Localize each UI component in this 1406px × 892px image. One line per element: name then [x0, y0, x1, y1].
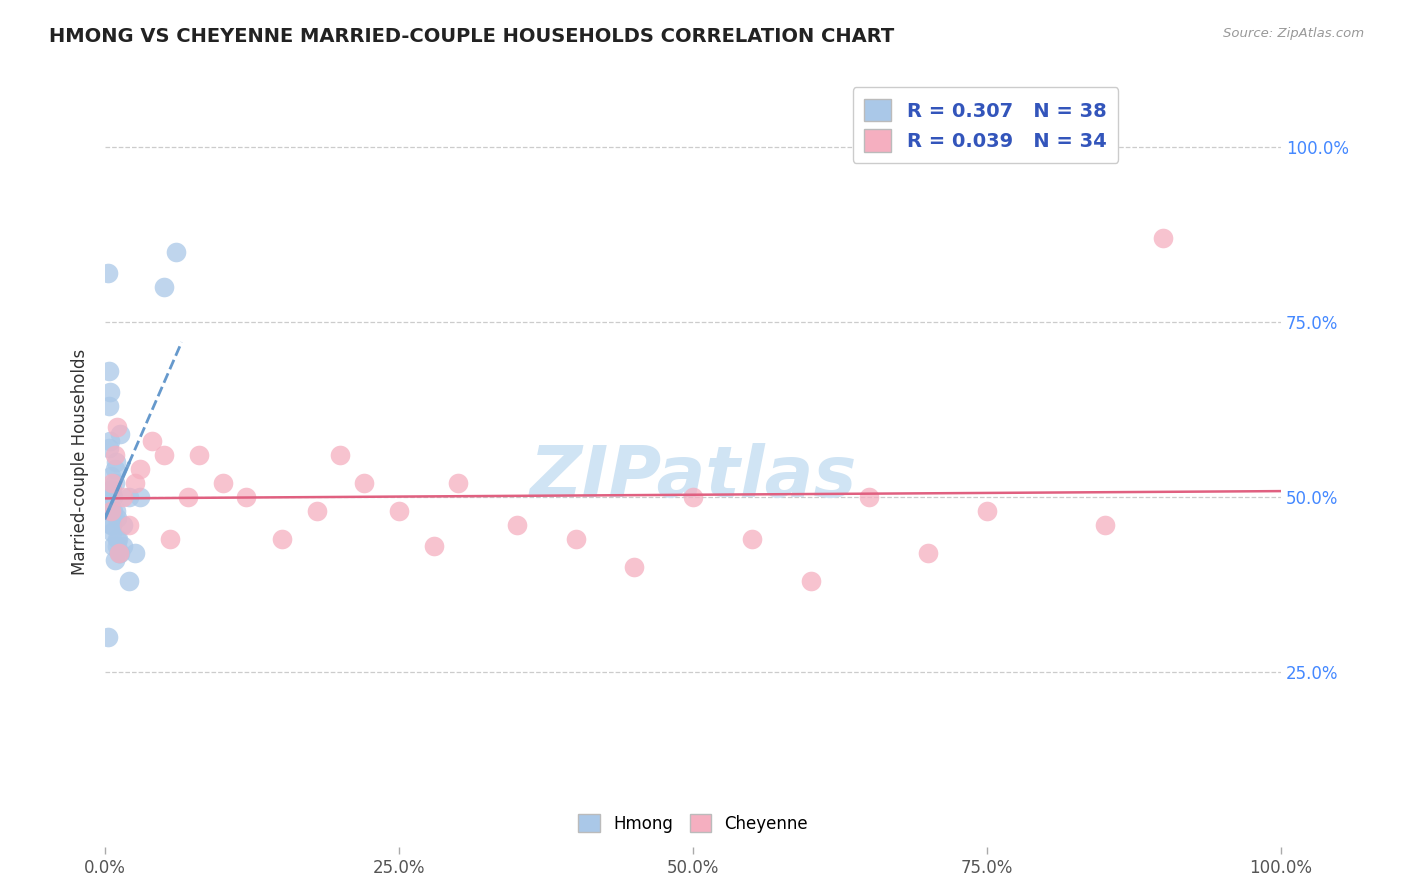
- Point: [800, 574, 823, 589]
- Point: [153, 448, 176, 462]
- Text: ZIPatlas: ZIPatlas: [530, 443, 856, 512]
- Point: [97, 442, 120, 456]
- Point: [623, 560, 645, 574]
- Point: [353, 476, 375, 491]
- Point: [101, 518, 124, 533]
- Text: Source: ZipAtlas.com: Source: ZipAtlas.com: [1223, 27, 1364, 40]
- Point: [858, 491, 880, 505]
- Point: [235, 491, 257, 505]
- Point: [104, 462, 127, 476]
- Point: [165, 245, 187, 260]
- Point: [506, 518, 529, 533]
- Point: [270, 533, 292, 547]
- Point: [97, 630, 120, 644]
- Point: [976, 504, 998, 518]
- Point: [105, 511, 128, 525]
- Point: [129, 462, 152, 476]
- Point: [97, 266, 120, 280]
- Point: [108, 546, 131, 560]
- Point: [104, 504, 127, 518]
- Point: [118, 491, 141, 505]
- Point: [564, 533, 586, 547]
- Point: [111, 491, 134, 505]
- Point: [153, 280, 176, 294]
- Point: [100, 491, 122, 505]
- Point: [111, 539, 134, 553]
- Point: [105, 539, 128, 553]
- Point: [98, 434, 121, 449]
- Point: [447, 476, 470, 491]
- Point: [124, 546, 146, 560]
- Point: [329, 448, 352, 462]
- Point: [917, 546, 939, 560]
- Point: [159, 533, 181, 547]
- Point: [104, 448, 127, 462]
- Point: [98, 483, 121, 498]
- Point: [100, 504, 122, 518]
- Point: [103, 491, 125, 505]
- Point: [104, 476, 127, 491]
- Point: [141, 434, 163, 449]
- Point: [100, 504, 122, 518]
- Y-axis label: Married-couple Households: Married-couple Households: [72, 349, 89, 575]
- Point: [107, 533, 129, 547]
- Point: [105, 533, 128, 547]
- Point: [129, 491, 152, 505]
- Point: [305, 504, 328, 518]
- Point: [423, 539, 446, 553]
- Text: HMONG VS CHEYENNE MARRIED-COUPLE HOUSEHOLDS CORRELATION CHART: HMONG VS CHEYENNE MARRIED-COUPLE HOUSEHO…: [49, 27, 894, 45]
- Point: [103, 504, 125, 518]
- Point: [105, 420, 128, 434]
- Point: [101, 483, 124, 498]
- Point: [741, 533, 763, 547]
- Point: [211, 476, 233, 491]
- Point: [108, 546, 131, 560]
- Point: [104, 455, 127, 469]
- Point: [110, 427, 132, 442]
- Point: [97, 400, 120, 414]
- Point: [388, 504, 411, 518]
- Point: [1152, 231, 1174, 245]
- Point: [176, 491, 198, 505]
- Point: [97, 364, 120, 378]
- Point: [103, 539, 125, 553]
- Point: [682, 491, 704, 505]
- Point: [98, 385, 121, 400]
- Point: [1094, 518, 1116, 533]
- Point: [104, 553, 127, 567]
- Point: [101, 476, 124, 491]
- Point: [118, 518, 141, 533]
- Point: [124, 476, 146, 491]
- Point: [111, 518, 134, 533]
- Point: [118, 574, 141, 589]
- Point: [188, 448, 211, 462]
- Point: [100, 469, 122, 483]
- Point: [110, 546, 132, 560]
- Point: [100, 518, 122, 533]
- Point: [101, 525, 124, 540]
- Legend: Hmong, Cheyenne: Hmong, Cheyenne: [571, 807, 815, 839]
